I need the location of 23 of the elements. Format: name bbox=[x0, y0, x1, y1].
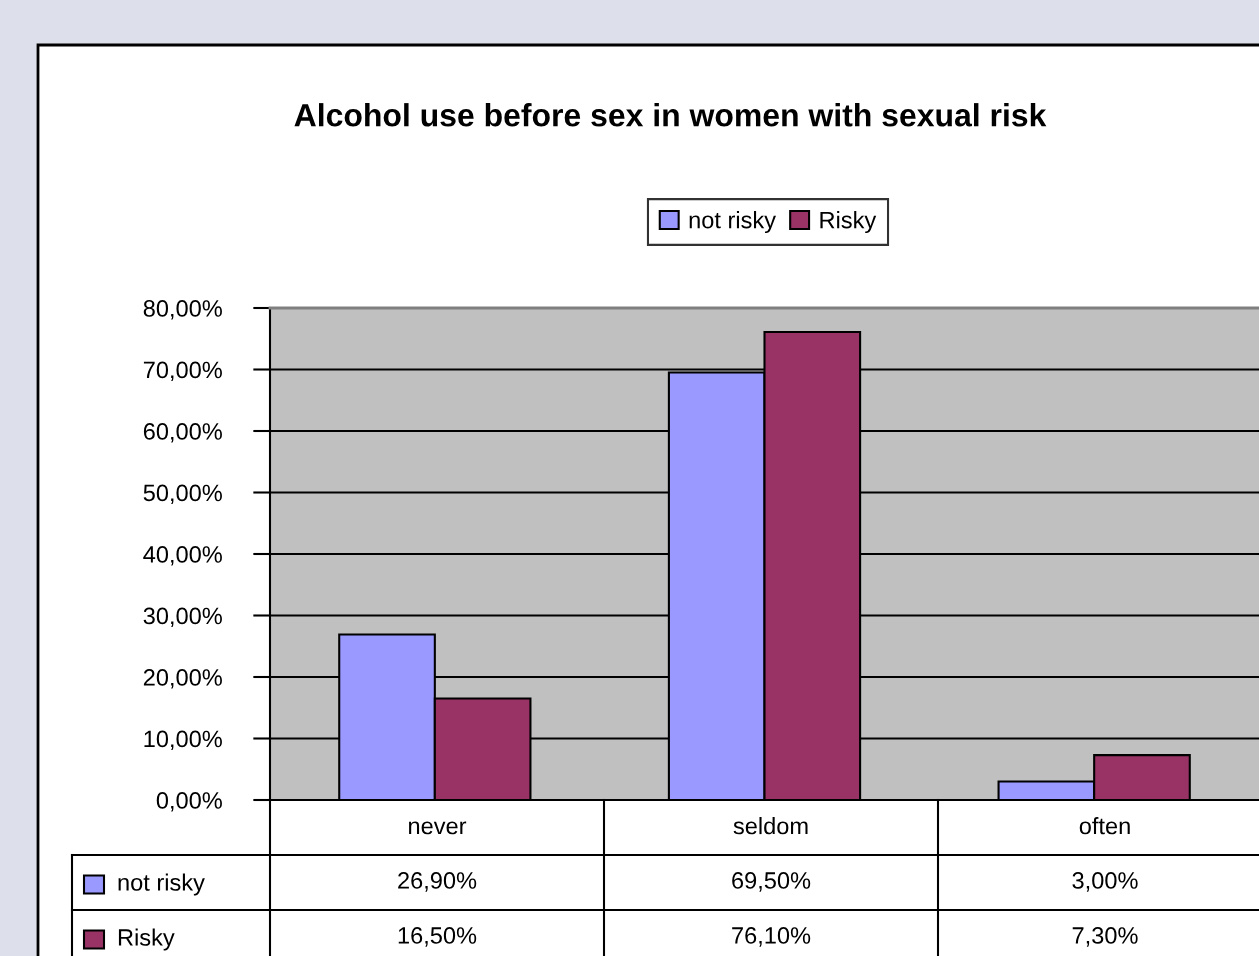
x-tick-label: seldom bbox=[733, 816, 808, 835]
chart-title: Alcohol use before sex in women with sexual risk bbox=[294, 103, 1047, 127]
data-label: 16,50% bbox=[398, 927, 477, 947]
y-tick-label: 20,00% bbox=[143, 669, 222, 689]
legend-label: Risky bbox=[820, 211, 877, 234]
legend-label: not risky bbox=[689, 211, 776, 234]
data-label: 3,00% bbox=[1072, 872, 1138, 892]
y-tick-label: 70,00% bbox=[143, 361, 222, 382]
y-tick-label: 50,00% bbox=[143, 484, 222, 505]
y-tick-label: 30,00% bbox=[143, 607, 222, 628]
y-tick-label: 80,00% bbox=[143, 300, 222, 320]
y-tick-label: 0,00% bbox=[156, 792, 222, 812]
text: Risky bbox=[118, 928, 175, 951]
y-tick-label: 60,00% bbox=[143, 423, 222, 443]
y-tick-label: 40,00% bbox=[143, 546, 222, 566]
data-label: 26,90% bbox=[398, 872, 477, 892]
text: not risky bbox=[118, 873, 205, 896]
data-label: 76,10% bbox=[732, 927, 811, 947]
y-tick-label: 10,00% bbox=[144, 730, 222, 751]
x-tick-label: often bbox=[1079, 817, 1130, 835]
data-label: 69,50% bbox=[732, 872, 811, 892]
x-tick-label: never bbox=[409, 821, 467, 835]
data-label: 7,30% bbox=[1072, 927, 1138, 947]
